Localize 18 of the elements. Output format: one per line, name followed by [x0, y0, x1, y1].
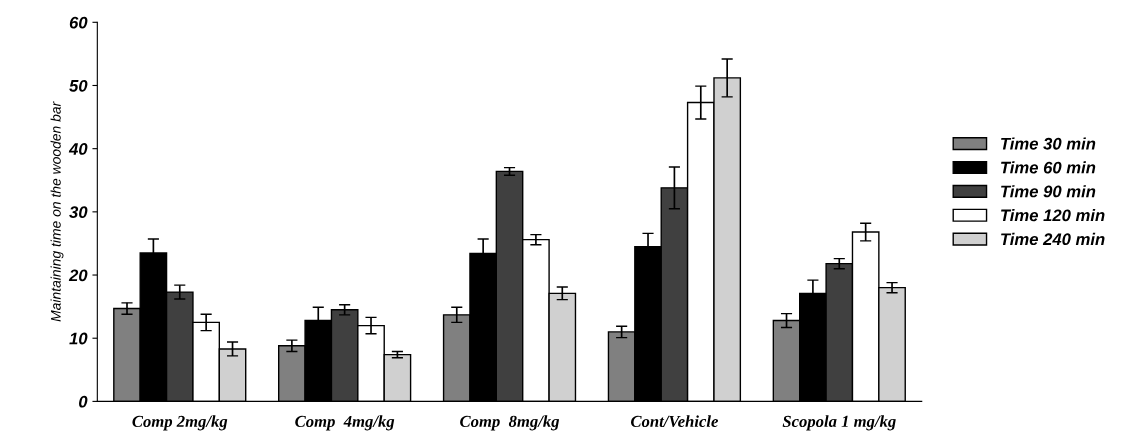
- x-tick-label: Scopola 1 mg/kg: [782, 415, 896, 431]
- y-tick-label: 0: [79, 395, 88, 408]
- legend-label: Time 30 min: [1001, 137, 1096, 150]
- y-tick-label: 30: [69, 206, 88, 219]
- x-tick-label: Comp 2mg/kg: [132, 415, 228, 431]
- y-tick-label: 50: [69, 79, 88, 92]
- y-tick-label: 20: [68, 269, 88, 282]
- y-tick-label: 60: [69, 16, 88, 29]
- y-axis-title: Maintaining time on the wooden bar: [50, 101, 64, 322]
- y-tick-label: 10: [69, 332, 88, 345]
- legend-label: Time 120 min: [1001, 209, 1105, 222]
- y-tick-label: 40: [68, 143, 88, 155]
- x-tick-label: Comp 4mg/kg: [295, 415, 395, 431]
- legend-label: Time 60 min: [1001, 161, 1096, 174]
- legend-label: Time 240 min: [1001, 232, 1105, 246]
- x-tick-label: Comp 8mg/kg: [460, 415, 560, 431]
- legend-label: Time 90 min: [1001, 185, 1096, 198]
- x-tick-label: Cont/Vehicle: [630, 415, 719, 428]
